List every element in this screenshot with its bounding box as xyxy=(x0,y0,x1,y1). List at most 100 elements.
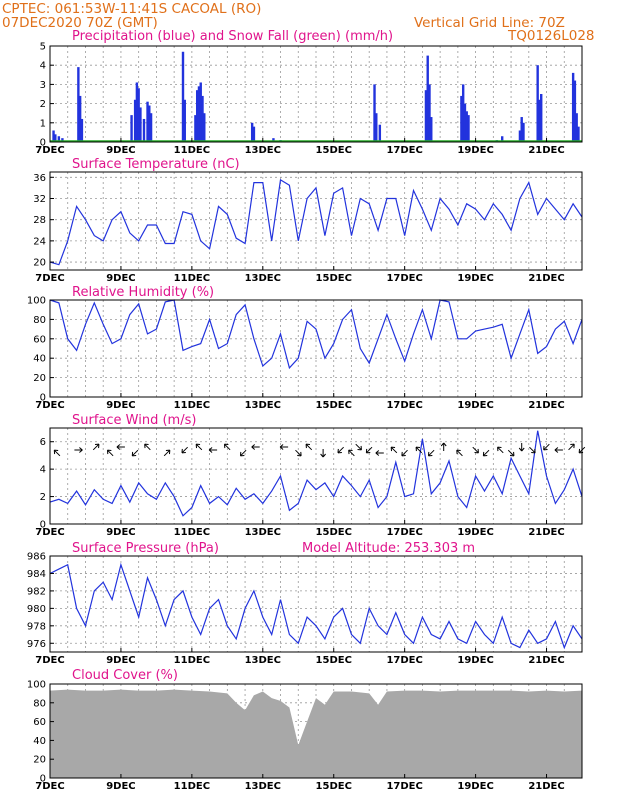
y-tick-label: 980 xyxy=(27,604,46,615)
wind-arrow xyxy=(472,446,479,454)
wind-arrow-shaft xyxy=(163,449,171,457)
wind-arrow-head xyxy=(181,448,186,454)
precip-bar xyxy=(571,72,575,142)
wind-arrow xyxy=(279,444,289,450)
y-tick-label: 36 xyxy=(33,173,46,184)
y-tick-label: 80 xyxy=(33,315,46,326)
station-header: CPTEC: 061:53W-11:41S CACOAL (RO) xyxy=(2,1,261,17)
precip-title: Precipitation (blue) and Snow Fall (gree… xyxy=(72,29,393,44)
x-tick-label: 15DEC xyxy=(316,655,352,666)
wind-arrow xyxy=(239,449,247,457)
precip-bar xyxy=(130,115,133,142)
wind-arrow-head xyxy=(337,448,342,454)
precip-bar xyxy=(573,80,577,142)
precip-bar xyxy=(426,55,429,142)
wind-arrow xyxy=(144,443,151,451)
precip-bar xyxy=(540,94,543,142)
wind-arrow-shaft xyxy=(224,443,231,451)
y-tick-label: 20 xyxy=(33,373,46,384)
wind-arrow-head xyxy=(348,449,353,455)
panel-frame xyxy=(49,555,583,653)
wind-arrow xyxy=(195,443,203,451)
x-tick-label: 17DEC xyxy=(386,527,422,538)
y-tick-label: 40 xyxy=(33,354,46,365)
x-tick-label: 19DEC xyxy=(457,273,493,284)
wind-arrow xyxy=(355,443,362,451)
y-tick-label: 4 xyxy=(40,61,46,72)
wind-arrow-shaft xyxy=(240,449,247,457)
wind-arrow-head xyxy=(531,448,536,454)
precip-bar xyxy=(467,115,470,142)
wind-arrow-head xyxy=(223,443,229,449)
wind-arrow-head xyxy=(415,446,421,452)
precip-bar xyxy=(378,124,382,142)
wind-arrow-shaft xyxy=(295,449,302,457)
wind-arrow-shaft xyxy=(348,449,355,457)
precip-bar xyxy=(181,51,185,143)
wind-arrow-head xyxy=(116,444,121,450)
x-tick-label: 7DEC xyxy=(35,527,64,538)
wind-arrow xyxy=(92,443,100,451)
precip-bar xyxy=(430,117,433,142)
wind-arrow-shaft xyxy=(181,446,188,454)
wind-arrow-shaft xyxy=(543,443,550,451)
temp-title: Surface Temperature (nC) xyxy=(72,157,240,172)
precip-bar xyxy=(424,90,428,142)
y-tick-label: 982 xyxy=(27,586,46,597)
series-line xyxy=(49,562,583,650)
x-tick-label: 9DEC xyxy=(106,145,135,156)
panel-5: 0 20 40 60 80 100 7DEC 9DEC 11DEC 13DEC 15DEC 17DEC… xyxy=(27,680,583,792)
x-tick-label: 15DEC xyxy=(316,527,352,538)
wind-arrow xyxy=(401,449,408,457)
x-tick-label: 7DEC xyxy=(35,273,64,284)
wind-arrow-shaft xyxy=(507,449,515,457)
wind-arrow-head xyxy=(144,443,149,449)
precip-bar xyxy=(142,118,146,142)
model-altitude-note: Model Altitude: 253.303 m xyxy=(302,541,475,556)
y-tick-label: 80 xyxy=(33,698,46,709)
precip-bar xyxy=(195,90,199,142)
y-tick-label: 24 xyxy=(33,236,46,247)
x-tick-label: 7DEC xyxy=(35,781,64,792)
y-tick-label: 986 xyxy=(27,552,46,563)
wind-arrow-shaft xyxy=(568,443,575,451)
x-tick-label: 9DEC xyxy=(106,273,135,284)
precip-bar xyxy=(80,118,84,142)
wind-arrow xyxy=(337,446,344,454)
x-tick-label: 19DEC xyxy=(457,781,493,792)
x-tick-label: 19DEC xyxy=(457,400,493,411)
x-tick-label: 13DEC xyxy=(245,273,281,284)
precip-bar xyxy=(52,130,55,142)
wind-arrow-head xyxy=(195,443,201,449)
x-tick-label: 13DEC xyxy=(245,527,281,538)
precip-bar xyxy=(133,99,137,142)
y-tick-label: 976 xyxy=(27,639,46,650)
y-tick-label: 32 xyxy=(33,194,46,205)
wind-arrow-head xyxy=(509,451,515,457)
wind-arrow-head xyxy=(365,448,371,454)
wind-arrow-head xyxy=(53,449,59,455)
wind-arrow-head xyxy=(427,451,433,457)
wind-arrow-head xyxy=(79,447,83,453)
precip-bar xyxy=(536,65,539,142)
x-tick-label: 21DEC xyxy=(528,781,564,792)
series-line xyxy=(49,299,583,370)
wind-arrow xyxy=(116,444,125,450)
x-tick-label: 21DEC xyxy=(528,273,564,284)
y-tick-label: 0 xyxy=(40,774,46,785)
wind-arrow-head xyxy=(497,446,502,452)
wind-arrow xyxy=(415,446,423,454)
wind-arrow-shaft xyxy=(483,449,490,457)
wind-arrow-shaft xyxy=(456,449,463,457)
wind-arrow xyxy=(181,446,188,454)
x-tick-label: 11DEC xyxy=(174,527,210,538)
precip-bar xyxy=(77,67,80,142)
pressure-title: Surface Pressure (hPa) xyxy=(72,541,219,556)
precip-bar xyxy=(373,84,376,142)
wind-arrow xyxy=(543,443,550,451)
precip-bar xyxy=(197,86,201,142)
x-tick-label: 17DEC xyxy=(386,781,422,792)
precip-bar xyxy=(272,138,275,142)
wind-arrow-head xyxy=(297,451,302,457)
